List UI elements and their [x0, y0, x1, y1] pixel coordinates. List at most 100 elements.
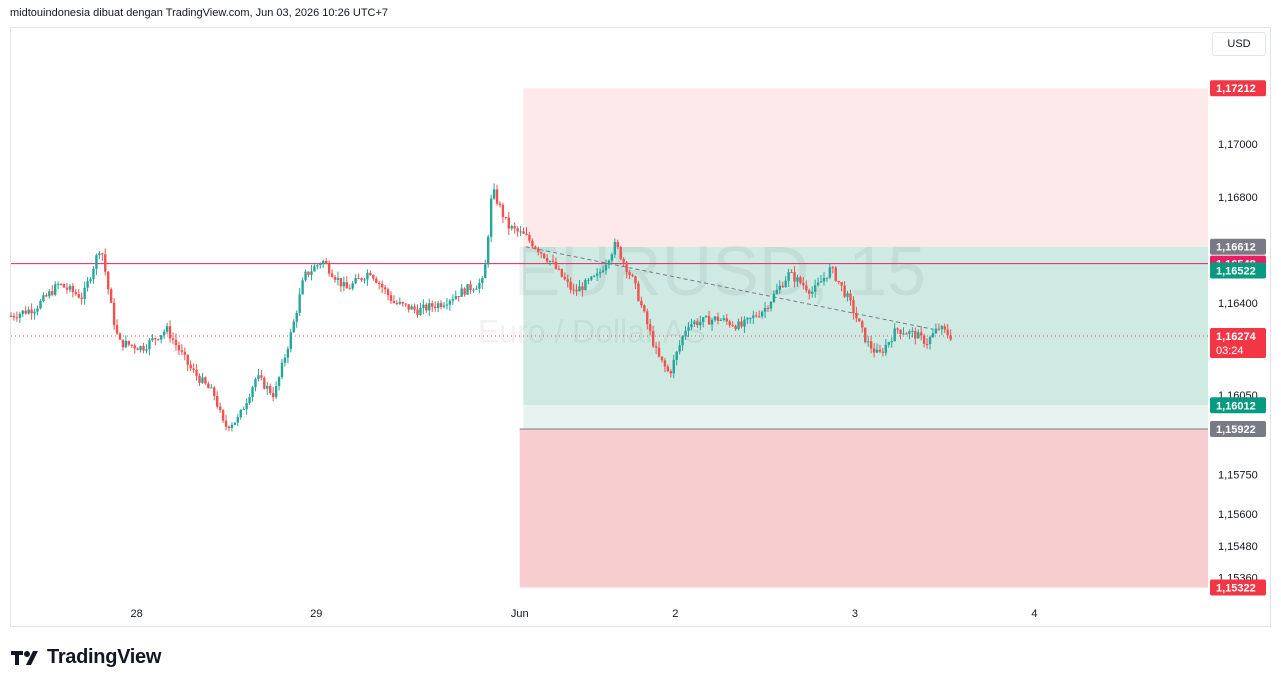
- candle-body: [625, 262, 628, 273]
- candle-body: [198, 375, 201, 383]
- candle-body: [174, 339, 178, 346]
- candle-body: [778, 285, 782, 290]
- currency-selector[interactable]: USD: [1212, 32, 1266, 56]
- candle-body: [342, 282, 346, 287]
- candle-body: [307, 271, 310, 275]
- candle-body: [466, 284, 469, 295]
- candle-body: [672, 359, 675, 374]
- candle-body: [628, 272, 631, 275]
- candle-body: [528, 234, 531, 241]
- stop-zone: [519, 429, 1208, 588]
- candle-body: [433, 306, 437, 309]
- candle-body: [377, 282, 381, 284]
- candle-body: [333, 277, 337, 280]
- candle-body: [631, 274, 634, 277]
- candle-body: [162, 331, 166, 336]
- candle-body: [699, 321, 702, 326]
- candle-body: [183, 351, 186, 355]
- candle-body: [192, 368, 195, 370]
- candle-body: [53, 284, 57, 295]
- candle-body: [802, 282, 805, 286]
- trendline: [525, 246, 933, 330]
- last-price-label-bg: [1210, 328, 1266, 359]
- candle-body: [260, 375, 263, 378]
- candle-body: [681, 336, 684, 346]
- candle-body: [584, 279, 587, 291]
- candle-body: [201, 377, 204, 383]
- candle-body: [663, 360, 667, 367]
- candle-body: [869, 341, 873, 349]
- candle-body: [410, 306, 413, 310]
- candle-body: [310, 271, 313, 275]
- candle-body: [799, 277, 802, 283]
- candle-body: [740, 321, 743, 327]
- candle-body: [816, 282, 820, 286]
- candle-body: [442, 305, 446, 307]
- candle-body: [587, 279, 590, 281]
- candle-body: [39, 300, 42, 309]
- target-zone: [523, 88, 1208, 247]
- candle-body: [861, 321, 864, 328]
- candle-body: [263, 377, 266, 389]
- chart-header: midtouindonesia dibuat dengan TradingVie…: [10, 7, 389, 19]
- candle-body: [207, 383, 210, 389]
- candle-body: [725, 318, 728, 322]
- candle-body: [439, 303, 443, 307]
- candle-body: [843, 285, 846, 297]
- candle-body: [937, 328, 941, 330]
- candle-body: [248, 397, 251, 404]
- chart-frame: [10, 27, 1271, 627]
- candle-body: [737, 321, 740, 330]
- candle-body: [643, 305, 646, 312]
- stop-label-bg: [1210, 421, 1266, 438]
- candle-body: [507, 217, 511, 229]
- candle-body: [83, 287, 86, 299]
- candle-body: [295, 312, 298, 322]
- candle-body: [808, 290, 811, 294]
- candle-body: [634, 276, 637, 284]
- candle-body: [375, 278, 378, 283]
- candle-body: [657, 347, 661, 357]
- candle-body: [360, 278, 363, 281]
- candle-body: [136, 348, 139, 350]
- candle-body: [616, 242, 619, 247]
- candle-body: [448, 300, 452, 305]
- candle-body: [130, 344, 133, 346]
- watermark-symbol: EURUSD, 15: [514, 232, 926, 310]
- tradingview-logo[interactable]: TradingView: [11, 646, 161, 669]
- time-tick-label: 3: [852, 608, 858, 620]
- candle-body: [145, 349, 148, 351]
- candle-body: [811, 291, 814, 294]
- candle-body: [825, 277, 829, 279]
- candle-body: [475, 288, 478, 290]
- candle-body: [48, 291, 51, 297]
- candle-body: [925, 343, 929, 345]
- candle-body: [787, 272, 790, 281]
- candle-body: [575, 289, 578, 292]
- candle-body: [180, 350, 184, 352]
- candle-body: [357, 278, 360, 280]
- candle-body: [21, 310, 24, 314]
- candle-body: [9, 315, 13, 317]
- candle-body: [354, 278, 357, 284]
- candle-body: [431, 303, 434, 307]
- candle-body: [601, 270, 605, 273]
- target-lower-label-bg: [1210, 397, 1266, 414]
- candle-body: [301, 280, 304, 295]
- candle-body: [875, 349, 879, 353]
- price-tick-label: 1,15480: [1218, 541, 1258, 553]
- candle-body: [687, 327, 690, 331]
- candle-body: [422, 304, 425, 309]
- candle-body: [254, 378, 257, 388]
- high-label-bg: [1210, 262, 1266, 279]
- candle-body: [934, 328, 938, 334]
- candle-body: [42, 295, 45, 301]
- candle-body: [189, 364, 192, 369]
- candle-body: [95, 255, 98, 269]
- candle-body: [805, 285, 808, 291]
- candle-body: [922, 335, 926, 344]
- candle-body: [236, 417, 240, 423]
- candle-body: [472, 289, 475, 291]
- candle-body: [722, 318, 726, 320]
